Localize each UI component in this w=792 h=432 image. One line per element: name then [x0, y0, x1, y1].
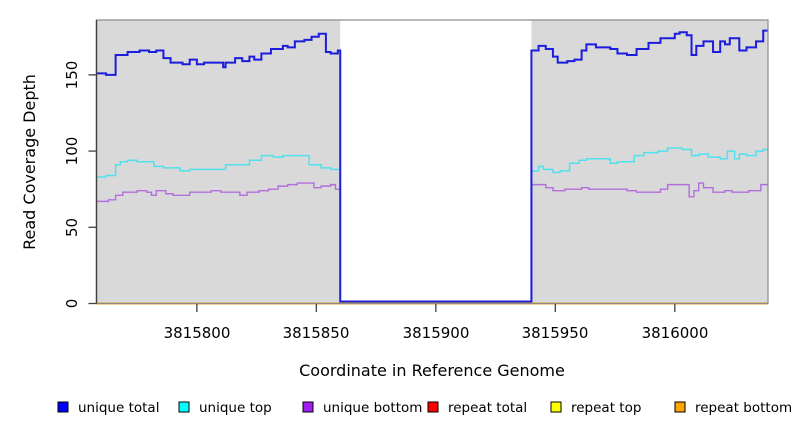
legend-item: repeat total — [427, 400, 527, 416]
legend-label: unique top — [199, 400, 272, 416]
x-tick-label: 3815850 — [283, 324, 350, 342]
y-tick-label: 0 — [63, 299, 81, 309]
legend-swatch-repeat-total — [427, 401, 439, 413]
legend: unique total unique top unique bottom re… — [57, 400, 792, 416]
covered-region-panel — [531, 20, 768, 304]
legend-item: unique top — [178, 400, 272, 416]
series-line-unique-total — [96, 29, 768, 303]
legend-item: repeat top — [550, 400, 641, 416]
x-tick-label: 3816000 — [642, 324, 709, 342]
series-line-unique-top — [96, 147, 768, 304]
legend-swatch-unique-total — [57, 401, 69, 413]
legend-label: repeat top — [571, 400, 641, 416]
x-axis-title: Coordinate in Reference Genome — [299, 361, 565, 380]
legend-item: unique total — [57, 400, 159, 416]
legend-swatch-unique-bottom — [302, 401, 314, 413]
y-tick-label: 100 — [63, 137, 81, 166]
y-axis-title: Read Coverage Depth — [20, 74, 39, 250]
legend-item: repeat bottom — [674, 400, 792, 416]
axis-tick-marks — [88, 74, 676, 312]
x-tick-label: 3815950 — [522, 324, 589, 342]
legend-label: repeat bottom — [695, 400, 792, 416]
y-tick-label: 50 — [63, 218, 81, 237]
legend-item: unique bottom — [302, 400, 422, 416]
legend-label: unique total — [78, 400, 159, 416]
x-tick-label: 3815900 — [403, 324, 470, 342]
plot-border — [95, 19, 769, 305]
legend-swatch-repeat-top — [550, 401, 562, 413]
legend-swatch-repeat-bottom — [674, 401, 686, 413]
y-axis-tick-labels: 0 50 100 150 — [63, 61, 81, 309]
x-axis-tick-labels: 3815800 3815850 3815900 3815950 3816000 — [164, 324, 709, 342]
series-line-unique-bottom — [96, 182, 768, 304]
x-tick-label: 3815800 — [164, 324, 231, 342]
legend-swatch-unique-top — [178, 401, 190, 413]
legend-label: repeat total — [448, 400, 527, 416]
legend-label: unique bottom — [323, 400, 422, 416]
plot-background-panels — [96, 20, 768, 304]
y-tick-label: 150 — [63, 61, 81, 90]
